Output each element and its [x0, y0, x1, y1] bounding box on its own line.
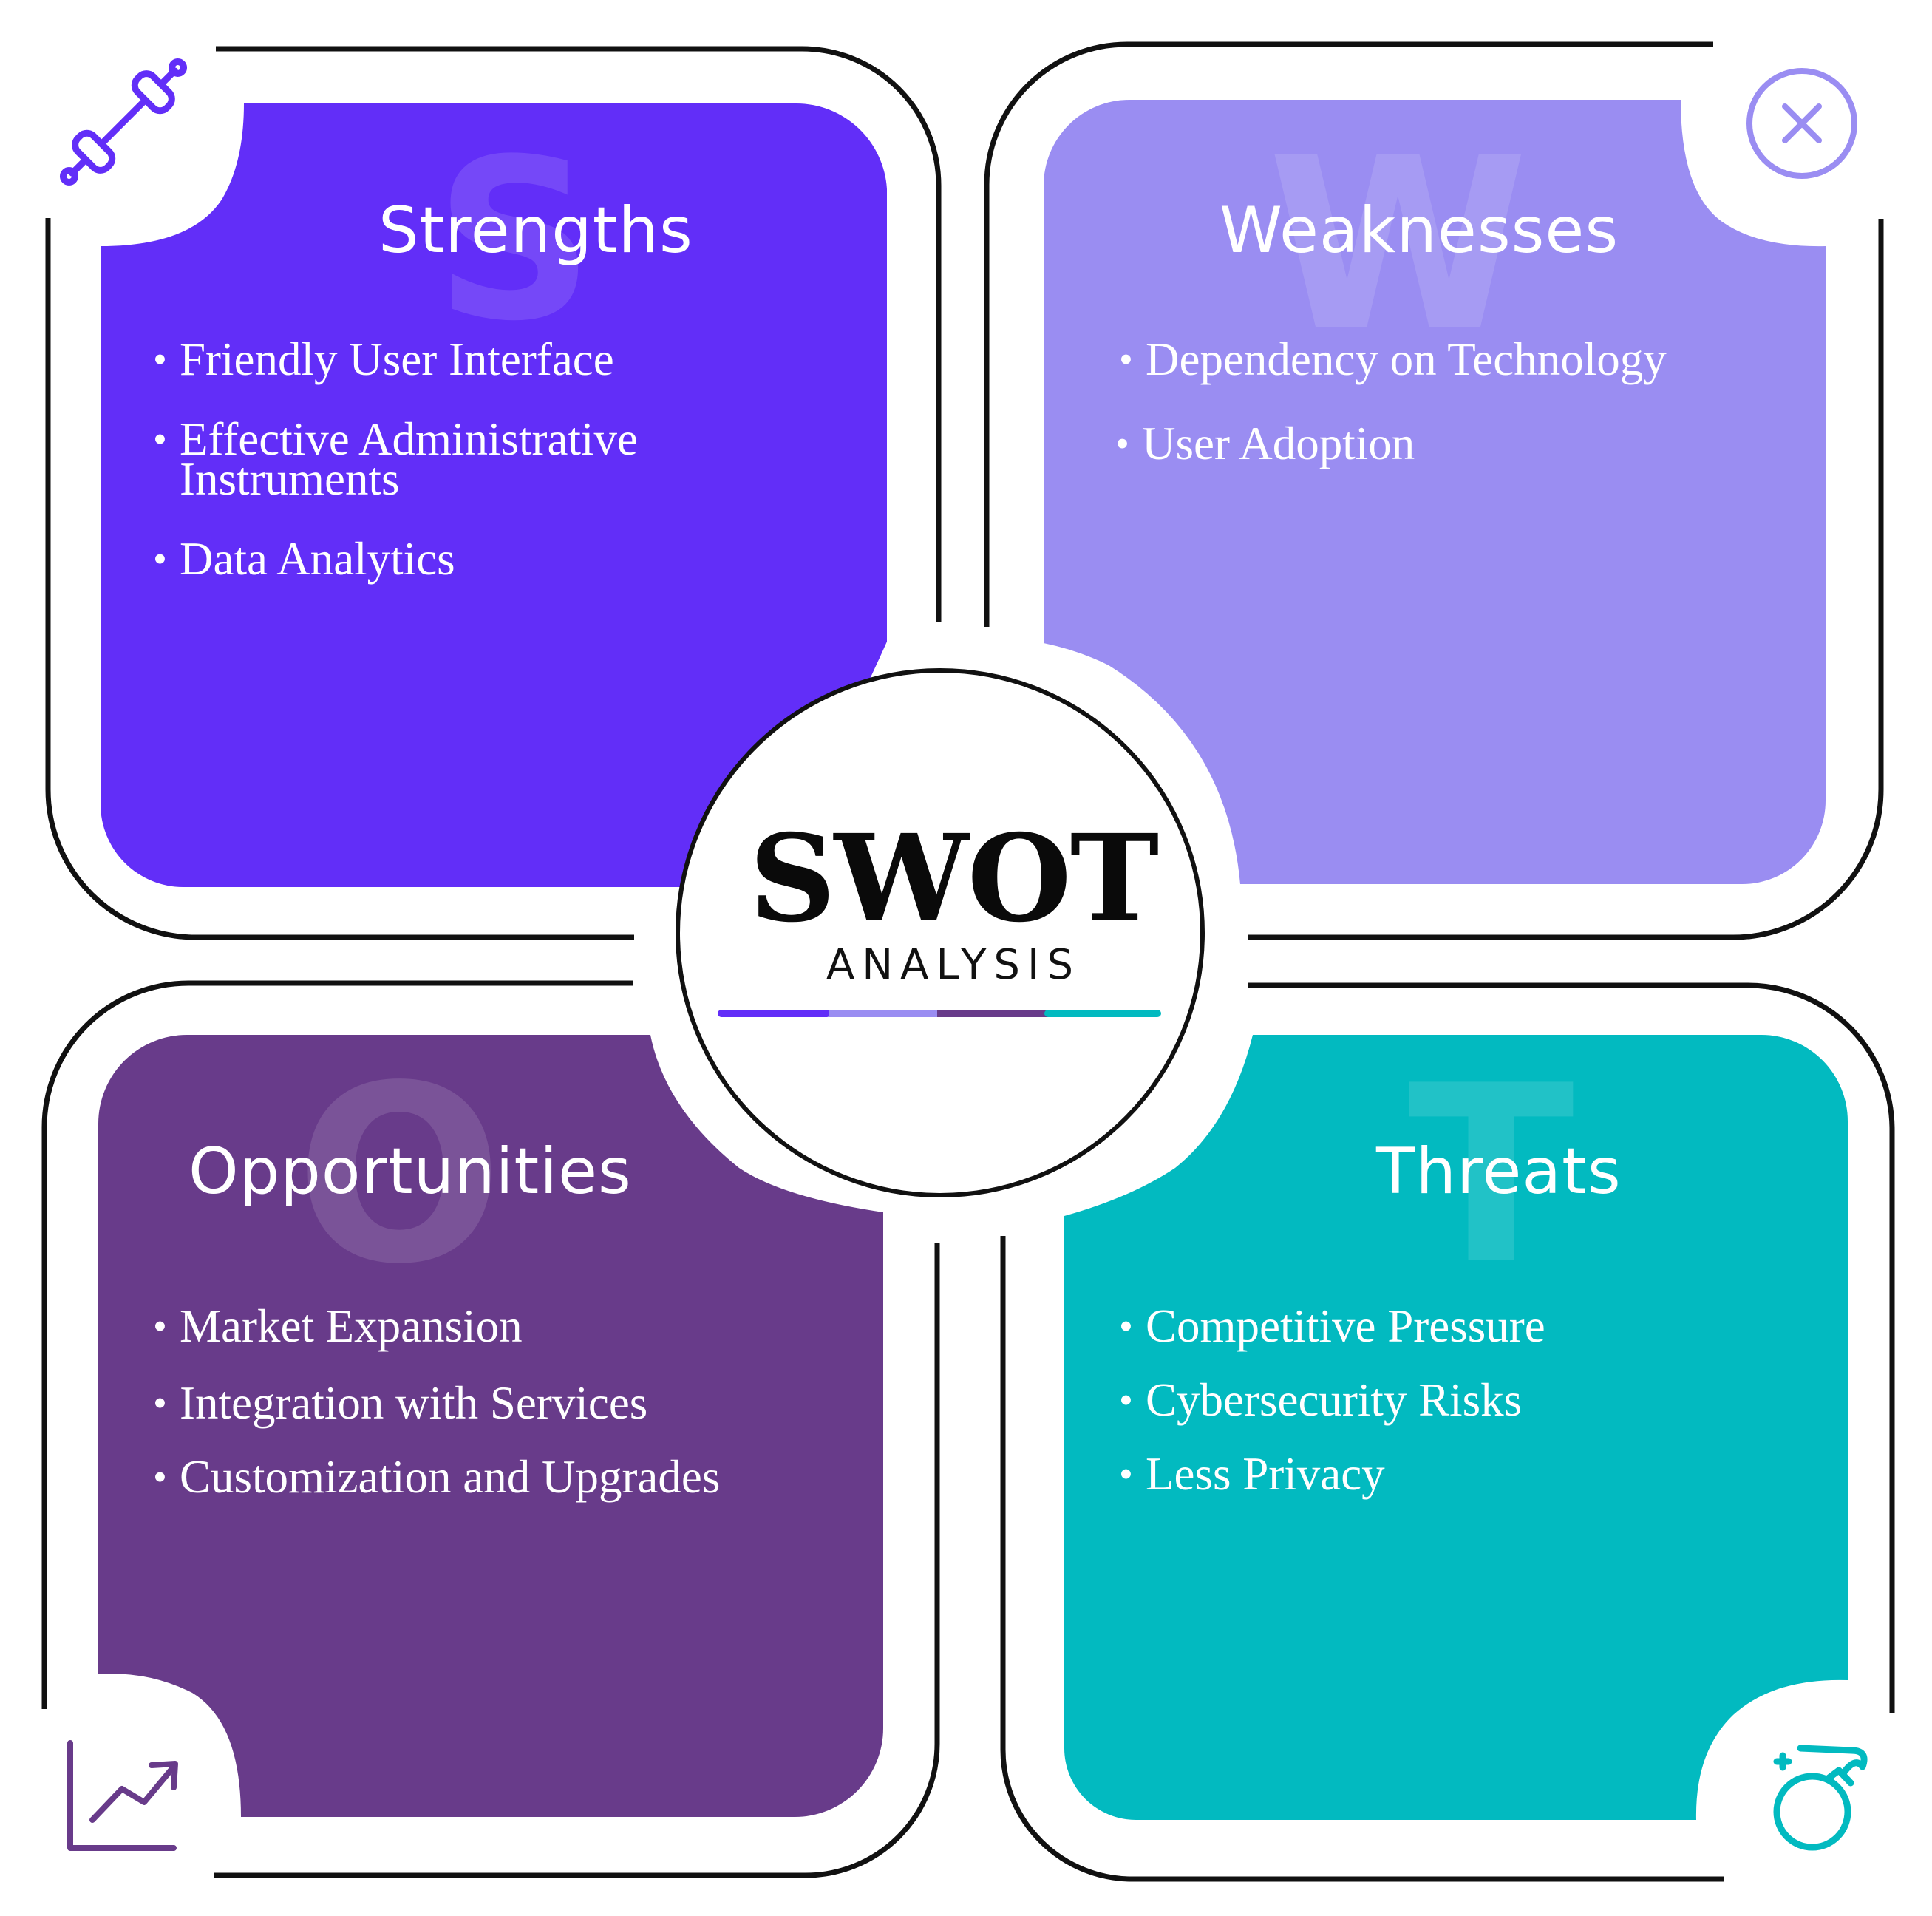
center-title: SWOT: [749, 809, 1160, 949]
frame-opportunities: [41, 980, 940, 1878]
list-item: Integration with Services: [153, 1380, 863, 1427]
threats-list: Competitive Pressure Cybersecurity Risks…: [1119, 1303, 1784, 1534]
list-item: Less Privacy: [1119, 1451, 1784, 1498]
center-circle: [676, 668, 1205, 1198]
frame-threats: [1000, 982, 1895, 1882]
strengths-title: Strengths: [378, 194, 693, 268]
watermark-letter-o: O: [296, 1033, 503, 1317]
list-item: Effective Administrative Instruments: [153, 416, 727, 503]
panel-weaknesses: [1044, 100, 1826, 884]
watermark-letter-w: W: [1268, 108, 1528, 383]
list-item: Market Expansion: [153, 1303, 863, 1350]
panel-threats: [1064, 1035, 1848, 1820]
list-item: Cybersecurity Risks: [1119, 1377, 1784, 1424]
list-item: Data Analytics: [153, 536, 759, 582]
list-item: Customization and Upgrades: [153, 1454, 863, 1501]
frame-weaknesses: [984, 41, 1884, 940]
close-circle-icon: [1746, 68, 1857, 179]
opportunities-title: Opportunities: [188, 1135, 632, 1209]
center-subtitle: ANALYSIS: [826, 941, 1081, 989]
bomb-icon: [1773, 1745, 1868, 1851]
threats-title: Threats: [1376, 1135, 1622, 1209]
trend-chart-icon: [67, 1740, 178, 1851]
list-item: Friendly User Interface: [153, 336, 759, 383]
opportunities-list: Market Expansion Integration with Servic…: [153, 1303, 863, 1537]
frame-strengths: [45, 46, 942, 940]
list-item: User Adoption: [1115, 421, 1784, 467]
list-item: Competitive Pressure: [1119, 1303, 1784, 1350]
dumbbell-icon: [59, 58, 188, 186]
list-item: Dependency on Technology: [1119, 336, 1784, 383]
watermark-letter-t: T: [1408, 1033, 1575, 1317]
weaknesses-title: Weaknesses: [1220, 194, 1619, 268]
strengths-list: Friendly User Interface Effective Admini…: [153, 336, 759, 619]
quadrant-frames: [41, 41, 1895, 1882]
weaknesses-list: Dependency on Technology User Adoption: [1115, 336, 1784, 503]
watermark-letter-s: S: [435, 112, 595, 370]
